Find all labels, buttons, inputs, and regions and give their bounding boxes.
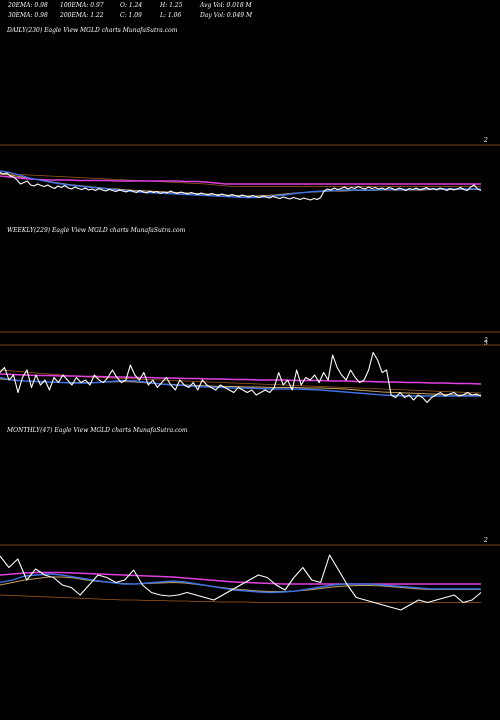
weekly-ema-mid-line [0, 378, 481, 396]
ema30-stat: 30EMA: 0.98 [8, 12, 48, 19]
monthly-level-label: 2 [483, 537, 488, 544]
weekly-ema-long2-line [0, 369, 482, 394]
daily-ema-long-line [0, 175, 481, 185]
ema200-stat: 200EMA: 1.22 [60, 12, 104, 19]
monthly-ema-short-line [0, 573, 481, 594]
weekly-ema-long-line [0, 373, 482, 385]
weekly-price-line [0, 351, 482, 404]
monthly-chart: 2 [0, 537, 500, 611]
daily-ema-long2-line [0, 173, 481, 187]
high-stat: H: 1.25 [160, 2, 183, 9]
avg-vol-stat: Avg Vol: 0.018 M [200, 2, 252, 9]
daily-ema-short-line [0, 170, 481, 199]
monthly-chart-title: MONTHLY(47) Eagle View MGLD charts Munaf… [7, 427, 188, 434]
monthly-ema-mid-line [0, 576, 481, 592]
open-stat: O: 1.24 [120, 2, 143, 9]
daily-chart-title: DAILY(230) Eagle View MGLD charts Munafa… [7, 27, 178, 34]
ema20-stat: 20EMA: 0.98 [8, 2, 48, 9]
low-stat: L: 1.06 [160, 12, 182, 19]
daily-chart: 2 [0, 137, 500, 201]
ema100-stat: 100EMA: 0.97 [60, 2, 104, 9]
daily-price-line [0, 171, 482, 201]
monthly-price-line [0, 554, 482, 611]
monthly-ema-long2-line [0, 594, 481, 603]
weekly-chart: 32 [0, 331, 500, 404]
weekly-upper-level-label: 3 [484, 340, 488, 347]
weekly-chart-title: WEEKLY(229) Eagle View MGLD charts Munaf… [7, 227, 186, 234]
close-stat: C: 1.09 [120, 12, 142, 19]
daily-level-label: 2 [483, 137, 488, 144]
monthly-ema-long-line [0, 571, 481, 585]
weekly-ema-short-line [0, 376, 481, 397]
weekly-level-label: 2 [483, 337, 488, 344]
day-vol-stat: Day Vol: 0.049 M [200, 12, 253, 19]
